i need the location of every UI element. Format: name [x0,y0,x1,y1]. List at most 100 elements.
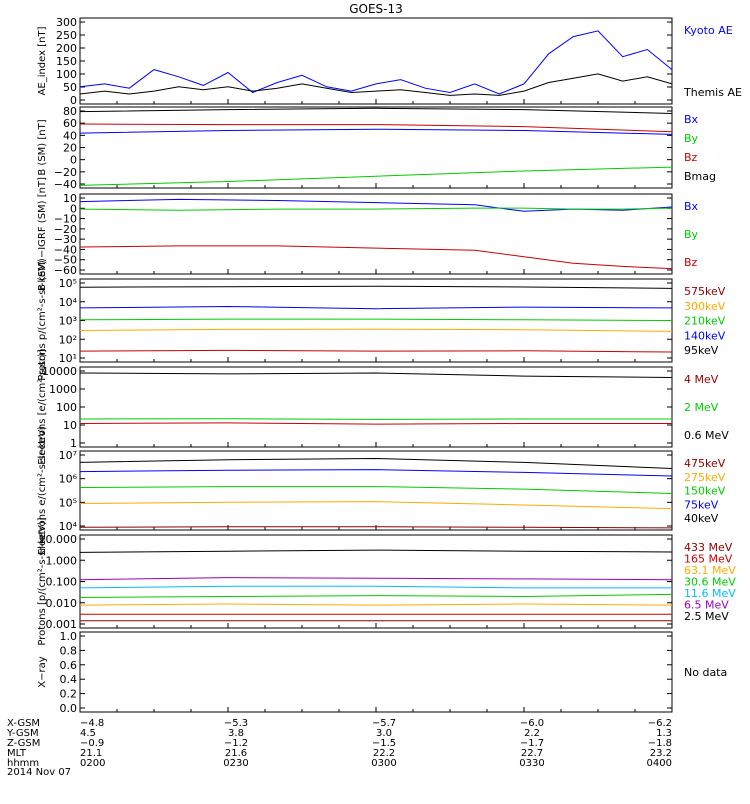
legend-label: Bmag [684,170,716,183]
series-line-2.5-mev [79,549,673,553]
y-tick-label: −40 [54,243,77,256]
footer-row-label: Y-GSM [6,728,39,739]
y-tick-label: 10000 [42,365,77,378]
y-tick-label: 0.100 [46,576,78,589]
legend-label: 165 MeV [684,553,733,566]
y-tick-label: 0.001 [46,618,78,631]
legend-label: 475keV [684,457,726,470]
y-tick-label: 60 [63,117,77,130]
footer-value: 0400 [647,758,672,769]
footer-value: 0200 [80,758,105,769]
series-line-kyoto-ae [79,30,673,95]
series-line-63.1-mev [79,603,673,606]
y-tick-label: 10⁷ [59,449,77,462]
footer-value: 0330 [519,758,544,769]
series-line-300kev [79,305,673,310]
footer-value: 21.6 [225,748,247,759]
y-tick-label: 10⁴ [59,296,78,309]
series-line-6.5-mev [79,577,673,581]
footer-value: 23.2 [650,748,672,759]
y-tick-label: 0.010 [46,597,78,610]
series-line-bx [79,198,673,212]
footer-value: 4.5 [80,728,96,739]
footer-row-label: MLT [7,748,27,759]
footer-value: −6.2 [648,718,672,729]
footer-value: 1.3 [656,728,672,739]
y-tick-label: 0 [70,154,77,167]
legend-label: 150keV [684,485,726,498]
panel-frame [79,193,673,275]
panel-frame [79,366,673,448]
panel-3: 100−10−20−30−40−50−60B (SM)−IGRF (SM) [n… [37,177,699,291]
y-tick-label: 20 [63,142,77,155]
y-tick-label: 0 [70,202,77,215]
y-tick-label: 200 [56,42,77,55]
footer-value: −1.2 [224,738,248,749]
y-tick-label: 100 [56,401,77,414]
panel-8: 1.00.8 0.60.4 0.20.0 X−ray No data [37,630,727,715]
footer-value: −1.5 [372,738,396,749]
legend-label: By [684,228,699,241]
legend-label: 433 MeV [684,541,733,554]
panel-4: 10⁵ 10⁴ 10³ 10² 10¹ Protons p/(cm²-s-sr-keV) 5… [37,260,726,381]
footer-value: −4.8 [80,718,104,729]
footer-row-label: X-GSM [7,718,40,729]
footer-value: 22.2 [373,748,395,759]
legend-label: Bz [684,151,698,164]
legend-label: 63.1 MeV [684,564,736,577]
series-line-bmag [79,107,673,114]
y-axis-label: B (SM) [nT] [37,119,48,175]
panel-6: 10⁷ 10⁶ 10⁵ 10⁴ Electrons e/(cm²-s-sr-keV) 47… [37,426,726,555]
y-tick-label: 1000 [49,383,77,396]
footer-row-label: hhmm [7,758,39,769]
y-tick-label: 10³ [59,315,77,328]
legend-label: Bx [684,113,699,126]
series-line-bz [79,123,673,133]
footer-value: −5.7 [372,718,396,729]
y-tick-label: 80 [63,105,77,118]
y-tick-label: 10¹ [59,352,77,365]
legend-label: Themis AE [683,86,742,99]
footer-value: 0300 [371,758,396,769]
y-tick-label: 40 [63,129,77,142]
y-tick-label: 300 [56,16,77,29]
series-line-0.6-mev [79,372,673,378]
y-tick-label: 100 [56,68,77,81]
series-line-bx [79,128,673,135]
footer-value: −1.7 [520,738,544,749]
series-line-4-mev [79,422,672,425]
footer-value: 21.1 [80,748,102,759]
y-tick-label: −10 [54,213,77,226]
panel-5: 10000 1000 100 10 1 Electrons [e/(cm²-s-sr)] 4… [37,349,729,465]
legend-label: 575keV [684,285,726,298]
y-tick-label: 10² [59,333,77,346]
series-line-40kev [79,457,673,469]
footer-value: 22.7 [521,748,543,759]
legend-label: Bz [684,256,698,269]
y-tick-label: −30 [54,233,77,246]
series-line-by [79,166,673,186]
footer-value: 3.8 [228,728,244,739]
footer-value: −6.0 [520,718,544,729]
y-tick-label: 0.2 [60,688,78,701]
series-line-575kev [79,285,673,289]
y-tick-label: 0.8 [60,644,78,657]
y-tick-label: 250 [56,29,77,42]
legend-label: 4 MeV [684,373,719,386]
legend-label: 140keV [684,329,726,342]
series-line-210kev [79,318,673,321]
series-line-150kev [79,486,673,494]
y-tick-label: 0 [70,94,77,107]
y-tick-label: −20 [54,223,77,236]
y-axis-label: B (SM)−IGRF (SM) [nT] [37,177,48,291]
legend-label: 2.5 MeV [684,610,729,623]
y-tick-label: 1.000 [46,554,78,567]
y-tick-label: −20 [54,166,77,179]
legend-label: 11.6 MeV [684,587,736,600]
footer-value: −5.3 [224,718,248,729]
y-tick-label: 0.4 [60,673,78,686]
y-tick-label: 10⁴ [59,520,78,533]
